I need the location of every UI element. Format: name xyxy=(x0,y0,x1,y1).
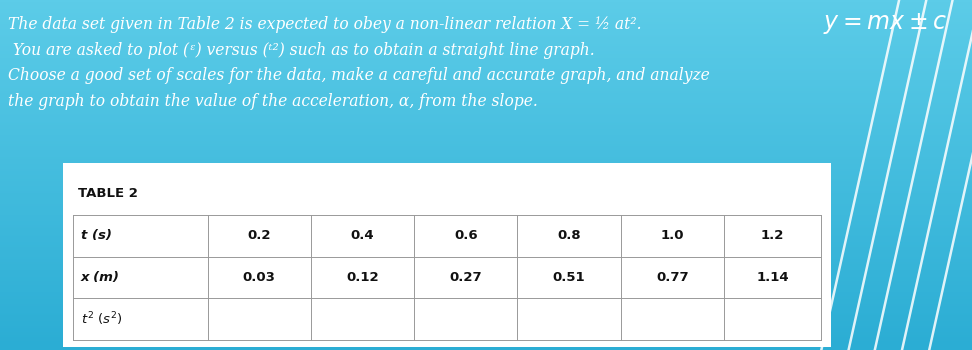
Text: 1.14: 1.14 xyxy=(756,271,789,284)
Text: 0.27: 0.27 xyxy=(449,271,482,284)
Text: 1.0: 1.0 xyxy=(661,230,684,243)
Text: 0.51: 0.51 xyxy=(553,271,585,284)
Text: 0.6: 0.6 xyxy=(454,230,477,243)
Text: 0.4: 0.4 xyxy=(351,230,374,243)
Text: The data set given in Table 2 is expected to obey a non-linear relation X = ½ at: The data set given in Table 2 is expecte… xyxy=(8,16,642,33)
Text: the graph to obtain the value of the acceleration, α, from the slope.: the graph to obtain the value of the acc… xyxy=(8,93,538,110)
Text: $y = mx \pm c$: $y = mx \pm c$ xyxy=(823,10,948,35)
Text: 1.2: 1.2 xyxy=(761,230,784,243)
Text: 0.77: 0.77 xyxy=(656,271,689,284)
Bar xyxy=(63,163,831,346)
Text: x (m): x (m) xyxy=(81,271,120,284)
Text: 0.12: 0.12 xyxy=(346,271,379,284)
Text: 0.2: 0.2 xyxy=(248,230,271,243)
Text: 0.8: 0.8 xyxy=(557,230,581,243)
Text: TABLE 2: TABLE 2 xyxy=(78,187,138,200)
Text: You are asked to plot (ᵋ) versus (ᵗ²) such as to obtain a straight line graph.: You are asked to plot (ᵋ) versus (ᵗ²) su… xyxy=(8,42,595,59)
Text: 0.03: 0.03 xyxy=(243,271,276,284)
Text: t (s): t (s) xyxy=(81,230,112,243)
Text: Choose a good set of scales for the data, make a careful and accurate graph, and: Choose a good set of scales for the data… xyxy=(8,66,710,84)
Text: $t^2\ (s^2)$: $t^2\ (s^2)$ xyxy=(81,310,122,328)
